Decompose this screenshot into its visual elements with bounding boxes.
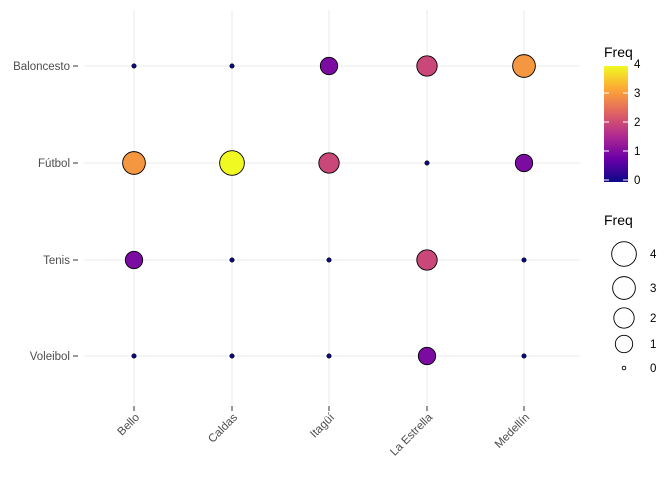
- data-point: [417, 346, 437, 366]
- size-legend-key: [621, 365, 627, 371]
- color-legend-tick-label: 3: [634, 88, 640, 100]
- y-tick-label: Tenis: [43, 255, 70, 267]
- size-legend-label: 2: [650, 313, 656, 325]
- color-legend-tick-label: 4: [634, 59, 641, 71]
- data-point: [219, 150, 245, 176]
- data-point: [124, 250, 144, 270]
- size-legend-label: 0: [650, 363, 656, 375]
- x-tick-label: Bello: [116, 412, 143, 439]
- x-tick-label: Itagüí: [308, 411, 337, 440]
- size-legend-key: [613, 307, 635, 329]
- data-point: [416, 55, 438, 77]
- color-legend-tick-label: 2: [634, 117, 640, 129]
- size-legend-label: 4: [650, 249, 657, 261]
- data-point: [229, 353, 235, 359]
- y-tick-label: Fútbol: [38, 158, 70, 170]
- size-legend-title: Freq: [604, 212, 633, 228]
- color-legend-bar: [604, 66, 628, 182]
- y-tick-label: Baloncesto: [13, 61, 70, 73]
- data-point: [326, 353, 332, 359]
- data-point: [131, 353, 137, 359]
- data-point: [512, 54, 536, 78]
- color-legend-tick-label: 0: [634, 175, 640, 187]
- size-legend-key: [614, 334, 634, 354]
- color-legend-tick-label: 1: [634, 146, 640, 158]
- size-legend-label: 1: [650, 339, 656, 351]
- x-tick-label: Medellín: [493, 412, 532, 451]
- data-point: [416, 249, 438, 271]
- size-legend: Freq 4 3 2 1 0: [604, 212, 657, 375]
- color-legend: Freq 0 1 2 3 4: [604, 44, 641, 187]
- data-point: [424, 160, 430, 166]
- x-tick-label: Caldas: [206, 411, 240, 445]
- size-legend-key: [612, 276, 636, 300]
- size-legend-key: [611, 241, 637, 267]
- data-point: [521, 353, 527, 359]
- data-point: [521, 257, 527, 263]
- data-point: [229, 63, 235, 69]
- x-axis-tick-labels: Bello Caldas Itagüí La Estrella Medellín: [116, 406, 532, 459]
- data-point: [319, 56, 339, 76]
- y-tick-label: Voleibol: [30, 351, 70, 363]
- data-points: [122, 54, 536, 366]
- data-point: [326, 257, 332, 263]
- y-axis-tick-labels: Baloncesto Fútbol Tenis Voleibol: [13, 61, 78, 363]
- data-point: [122, 151, 146, 175]
- data-point: [514, 153, 534, 173]
- color-legend-title: Freq: [604, 44, 633, 60]
- x-tick-label: La Estrella: [388, 411, 435, 458]
- data-point: [229, 257, 235, 263]
- size-legend-label: 3: [650, 283, 656, 295]
- data-point: [131, 63, 137, 69]
- data-point: [318, 152, 340, 174]
